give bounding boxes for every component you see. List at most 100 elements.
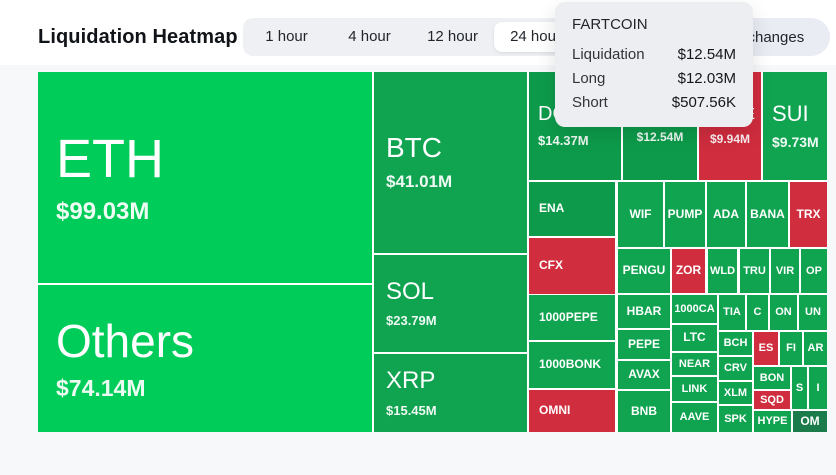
tile-ada[interactable]: ADA — [707, 182, 745, 247]
tooltip-label: Long — [572, 70, 606, 87]
tooltip-value: $12.54M — [677, 46, 736, 63]
tooltip-row: Long $12.03M — [572, 70, 736, 87]
tile-value: $14.37M — [538, 133, 589, 149]
tile-1000bonk[interactable]: 1000BONK — [529, 342, 615, 388]
tile-aave[interactable]: AAVE — [672, 403, 717, 432]
tile-es[interactable]: ES — [754, 332, 778, 365]
tile-spk[interactable]: SPK — [719, 406, 752, 432]
tile-1000pepe[interactable]: 1000PEPE — [529, 295, 615, 340]
time-filter-12-hour[interactable]: 12 hour — [427, 28, 478, 45]
tile-name: VIR — [775, 264, 795, 277]
tile-name: LTC — [683, 330, 706, 345]
tile-name: 1000BONK — [539, 357, 602, 372]
tile-value: $15.45M — [386, 402, 437, 418]
tile-name: S — [795, 381, 804, 394]
tile-name: ETH — [56, 129, 164, 190]
tile-name: Others — [56, 315, 195, 368]
tile-bnb[interactable]: BNB — [618, 391, 670, 432]
tile-value: $23.79M — [386, 313, 437, 329]
tile-name: XLM — [723, 386, 748, 399]
tile-bch[interactable]: BCH — [719, 332, 752, 355]
tile-btc[interactable]: BTC $41.01M — [374, 72, 527, 253]
tile-fi[interactable]: FI — [780, 332, 802, 365]
tile-pump[interactable]: PUMP — [665, 182, 705, 247]
tile-vir[interactable]: VIR — [771, 249, 799, 293]
tile-sui[interactable]: SUI $9.73M — [763, 72, 827, 180]
tile-omni[interactable]: OMNI — [529, 390, 615, 432]
tile-wld[interactable]: WLD — [708, 249, 737, 293]
tile-om[interactable]: OM — [793, 411, 827, 432]
tooltip-label: Short — [572, 94, 608, 111]
tooltip-rows: Liquidation $12.54M Long $12.03M Short $507.5… — [572, 46, 736, 111]
tile-zor[interactable]: ZOR — [672, 249, 705, 293]
tile-ltc[interactable]: LTC — [672, 325, 717, 351]
tile-ar[interactable]: AR — [804, 332, 827, 365]
tile-name: 1000CA — [674, 302, 715, 315]
tile-name: UN — [805, 306, 821, 319]
tile-name: HYPE — [757, 415, 788, 428]
tile-value: $9.73M — [772, 133, 819, 150]
tile-trx[interactable]: TRX — [790, 182, 827, 247]
tile-pengu[interactable]: PENGU — [618, 249, 670, 293]
tile-name: SUI — [772, 100, 809, 126]
tile-sqd[interactable]: SQD — [754, 391, 790, 409]
tile-name: OP — [806, 264, 822, 277]
tile-name: AAVE — [679, 411, 710, 424]
time-filter-1-hour[interactable]: 1 hour — [265, 28, 308, 45]
tile-eth[interactable]: ETH $99.03M — [38, 72, 372, 283]
tile-name: PENGU — [622, 263, 666, 278]
tile-name: SOL — [386, 277, 435, 305]
tile-name: PEPE — [627, 336, 660, 351]
tile-bon[interactable]: BON — [754, 367, 790, 389]
tile-1000ca[interactable]: 1000CA — [672, 295, 717, 323]
tile-name: I — [816, 381, 820, 394]
tooltip: FARTCOIN Liquidation $12.54M Long $12.03M Sh… — [555, 2, 753, 127]
tile-hype[interactable]: HYPE — [754, 411, 791, 432]
tile-name: CFX — [539, 258, 563, 273]
tile-name: SPK — [724, 412, 747, 425]
tile-un[interactable]: UN — [799, 295, 827, 330]
tile-name: OM — [800, 413, 820, 428]
tile-name: C — [753, 306, 762, 319]
tile-sol[interactable]: SOL $23.79M — [374, 255, 527, 352]
tile-others[interactable]: Others $74.14M — [38, 285, 372, 432]
tile-value: $12.54M — [636, 130, 684, 145]
time-filter-4-hour[interactable]: 4 hour — [348, 28, 391, 45]
tile-i[interactable]: I — [809, 367, 827, 409]
tooltip-row: Short $507.56K — [572, 94, 736, 111]
tooltip-label: Liquidation — [572, 46, 645, 63]
tile-crv[interactable]: CRV — [719, 357, 752, 380]
tile-op[interactable]: OP — [801, 249, 827, 293]
tile-name: SQD — [760, 393, 784, 406]
tile-name: TIA — [723, 306, 741, 319]
tile-name: OMNI — [539, 403, 571, 418]
tile-xlm[interactable]: XLM — [719, 382, 752, 404]
tile-hbar[interactable]: HBAR — [618, 295, 670, 328]
tile-xrp[interactable]: XRP $15.45M — [374, 354, 527, 432]
tile-name: AVAX — [628, 367, 660, 382]
tile-name: TRU — [743, 264, 766, 277]
tile-name: ON — [775, 306, 792, 319]
tile-name: PUMP — [667, 206, 703, 221]
tile-tru[interactable]: TRU — [740, 249, 769, 293]
tile-name: XRP — [386, 367, 436, 395]
tile-s[interactable]: S — [792, 367, 807, 409]
tooltip-title: FARTCOIN — [572, 16, 648, 33]
tile-near[interactable]: NEAR — [672, 353, 717, 375]
tile-pepe[interactable]: PEPE — [618, 330, 670, 359]
tile-avax[interactable]: AVAX — [618, 361, 670, 389]
tile-name: AR — [807, 342, 824, 355]
tile-cfx[interactable]: CFX — [529, 238, 615, 294]
tile-name: ENA — [539, 201, 565, 216]
tile-name: BCH — [723, 337, 748, 350]
tile-name: WIF — [629, 206, 652, 221]
tile-ena[interactable]: ENA — [529, 182, 615, 236]
tile-name: BON — [759, 371, 785, 384]
tile-tia[interactable]: TIA — [719, 295, 745, 330]
tile-c[interactable]: C — [747, 295, 768, 330]
tile-wif[interactable]: WIF — [618, 182, 663, 247]
tile-name: FI — [786, 342, 796, 355]
tile-on[interactable]: ON — [770, 295, 797, 330]
tile-link[interactable]: LINK — [672, 377, 717, 401]
tile-bana[interactable]: BANA — [747, 182, 788, 247]
